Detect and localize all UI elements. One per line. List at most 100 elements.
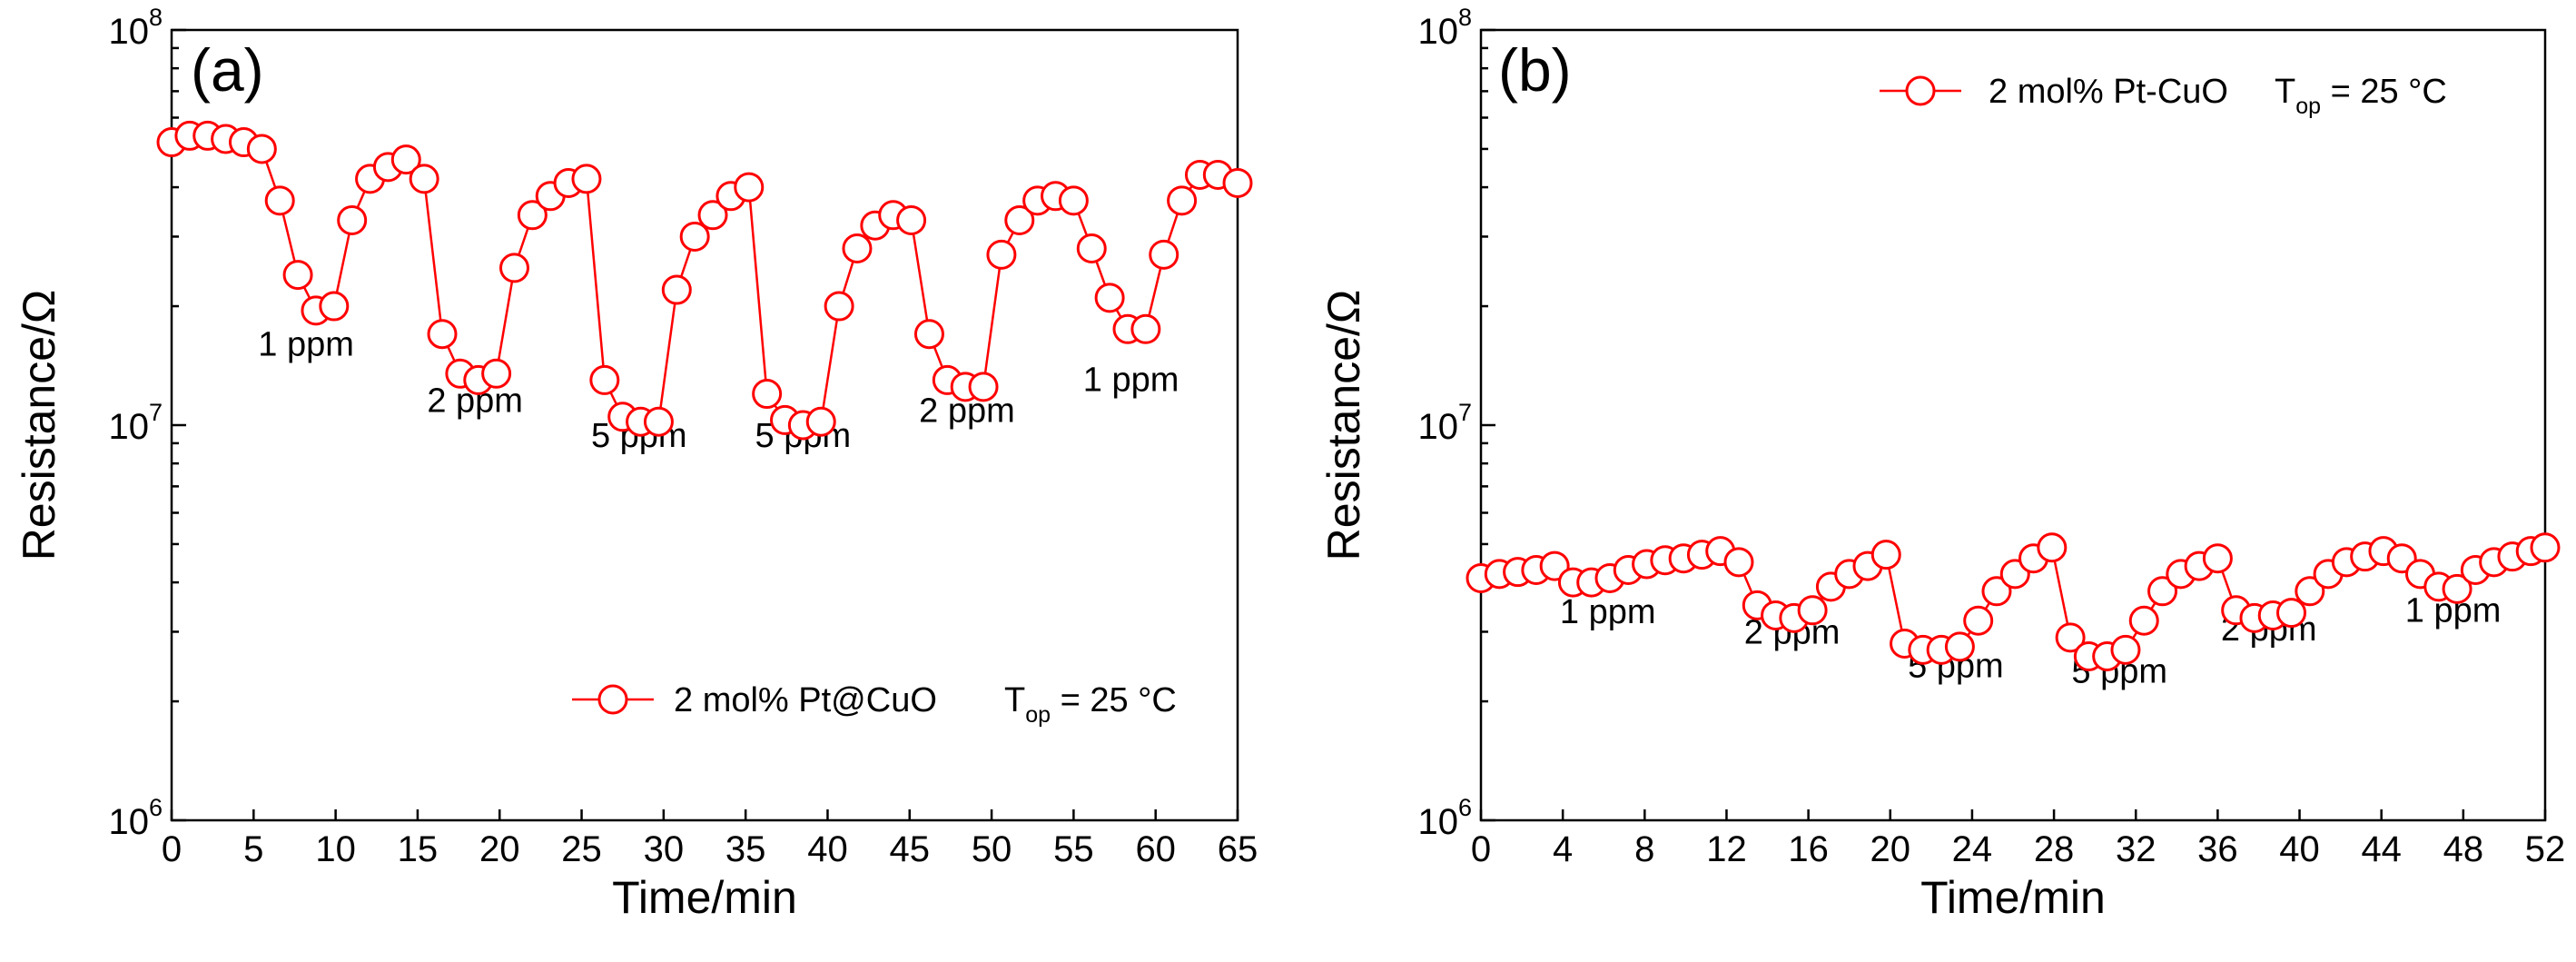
data-point <box>1539 550 1570 581</box>
data-point <box>1149 239 1179 270</box>
data-point <box>390 144 421 175</box>
x-tick-label: 32 <box>2116 829 2157 869</box>
data-point <box>679 221 710 252</box>
data-point <box>246 134 277 164</box>
x-tick-label: 40 <box>807 829 848 869</box>
data-point <box>824 291 854 322</box>
panel-label: (a) <box>191 36 264 104</box>
y-tick-exponent: 6 <box>1458 794 1472 821</box>
x-tick-label: 0 <box>1471 829 1491 869</box>
x-tick-label: 4 <box>1553 829 1573 869</box>
data-point <box>1222 167 1253 198</box>
y-tick-base: 10 <box>1417 12 1458 52</box>
data-point <box>409 164 439 194</box>
y-tick-exponent: 8 <box>1458 4 1472 31</box>
y-tick-label: 108 <box>108 4 163 52</box>
y-tick-base: 10 <box>108 407 149 447</box>
data-point <box>498 253 529 283</box>
y-axis-label: Resistance/Ω <box>14 290 64 561</box>
data-point <box>1076 233 1107 263</box>
concentration-label: 1 ppm <box>258 325 354 363</box>
data-point <box>2442 573 2472 604</box>
condition-value: = 25 °C <box>2321 73 2447 111</box>
data-point <box>427 319 458 350</box>
y-tick-exponent: 8 <box>149 4 163 31</box>
data-point <box>2128 605 2159 636</box>
data-point <box>517 200 548 231</box>
data-point <box>2110 634 2141 665</box>
data-point <box>661 274 692 305</box>
data-point <box>2147 576 2178 607</box>
data-point <box>319 291 350 322</box>
x-tick-label: 8 <box>1634 829 1654 869</box>
data-point <box>2276 598 2307 629</box>
y-tick-exponent: 7 <box>149 399 163 426</box>
x-tick-label: 60 <box>1135 829 1176 869</box>
legend: 2 mol% Pt@CuO Top = 25 °C <box>572 681 1177 728</box>
x-axis-label: Time/min <box>612 872 797 923</box>
y-tick-label: 106 <box>108 794 163 842</box>
condition-subscript: op <box>1025 702 1051 728</box>
x-tick-label: 52 <box>2525 829 2566 869</box>
data-point <box>571 164 602 194</box>
panel-a: (a) 0 5 10 15 20 25 30 35 40 45 50 55 60 65 106107108… <box>14 4 1258 923</box>
data-point <box>1963 605 1994 636</box>
legend-condition: Top = 25 °C <box>2275 73 2447 119</box>
x-ticks: 0 4 8 12 16 20 24 28 32 36 40 44 48 52 <box>1471 809 2565 869</box>
data-point <box>1797 595 1828 626</box>
y-tick-exponent: 6 <box>149 794 163 821</box>
data-point <box>2202 543 2233 574</box>
data-series <box>156 120 1253 441</box>
legend-condition: Top = 25 °C <box>1004 681 1177 728</box>
y-tick-label: 107 <box>1417 399 1472 447</box>
panel-b: (b) 0 4 8 12 16 20 24 28 32 36 40 44 48 52 106107108 … <box>1318 4 2565 923</box>
x-tick-label: 16 <box>1788 829 1829 869</box>
legend: 2 mol% Pt-CuO Top = 25 °C <box>1880 73 2447 119</box>
data-point <box>986 239 1017 270</box>
y-tick-exponent: 7 <box>1458 399 1472 426</box>
plot-frame <box>1479 28 2547 822</box>
series-line <box>171 134 1239 427</box>
data-point <box>1130 313 1161 344</box>
data-point <box>2530 532 2561 563</box>
concentration-label: 1 ppm <box>1083 361 1179 399</box>
data-point <box>2037 532 2068 563</box>
data-point <box>1058 185 1089 216</box>
data-point <box>2295 576 2325 607</box>
x-tick-label: 48 <box>2443 829 2484 869</box>
data-point <box>1167 185 1198 216</box>
data-point <box>1723 547 1754 578</box>
data-point <box>264 185 295 216</box>
x-tick-label: 24 <box>1952 829 1993 869</box>
x-tick-label: 25 <box>561 829 602 869</box>
x-axis-label: Time/min <box>1920 872 2106 923</box>
data-point <box>1004 204 1035 235</box>
y-tick-base: 10 <box>108 12 149 52</box>
data-point <box>805 406 836 437</box>
data-point <box>1870 540 1901 570</box>
data-point <box>337 204 368 235</box>
data-point <box>589 364 620 395</box>
x-tick-label: 20 <box>479 829 520 869</box>
legend-marker <box>1905 75 1936 106</box>
panel-label: (b) <box>1498 36 1572 104</box>
y-axis-label: Resistance/Ω <box>1318 290 1369 561</box>
y-tick-base: 10 <box>1417 802 1458 842</box>
data-point <box>282 260 313 291</box>
data-point <box>481 358 512 389</box>
x-tick-label: 10 <box>315 829 356 869</box>
data-point <box>697 200 728 231</box>
x-tick-label: 44 <box>2361 829 2402 869</box>
legend-marker <box>597 684 628 715</box>
data-point <box>913 319 944 350</box>
data-point <box>2055 622 2086 653</box>
x-tick-label: 15 <box>398 829 439 869</box>
x-tick-label: 5 <box>243 829 263 869</box>
data-point <box>842 233 873 263</box>
legend-label: 2 mol% Pt-CuO <box>1989 73 2228 111</box>
x-tick-label: 35 <box>725 829 766 869</box>
x-tick-label: 40 <box>2279 829 2320 869</box>
x-tick-label: 30 <box>644 829 685 869</box>
